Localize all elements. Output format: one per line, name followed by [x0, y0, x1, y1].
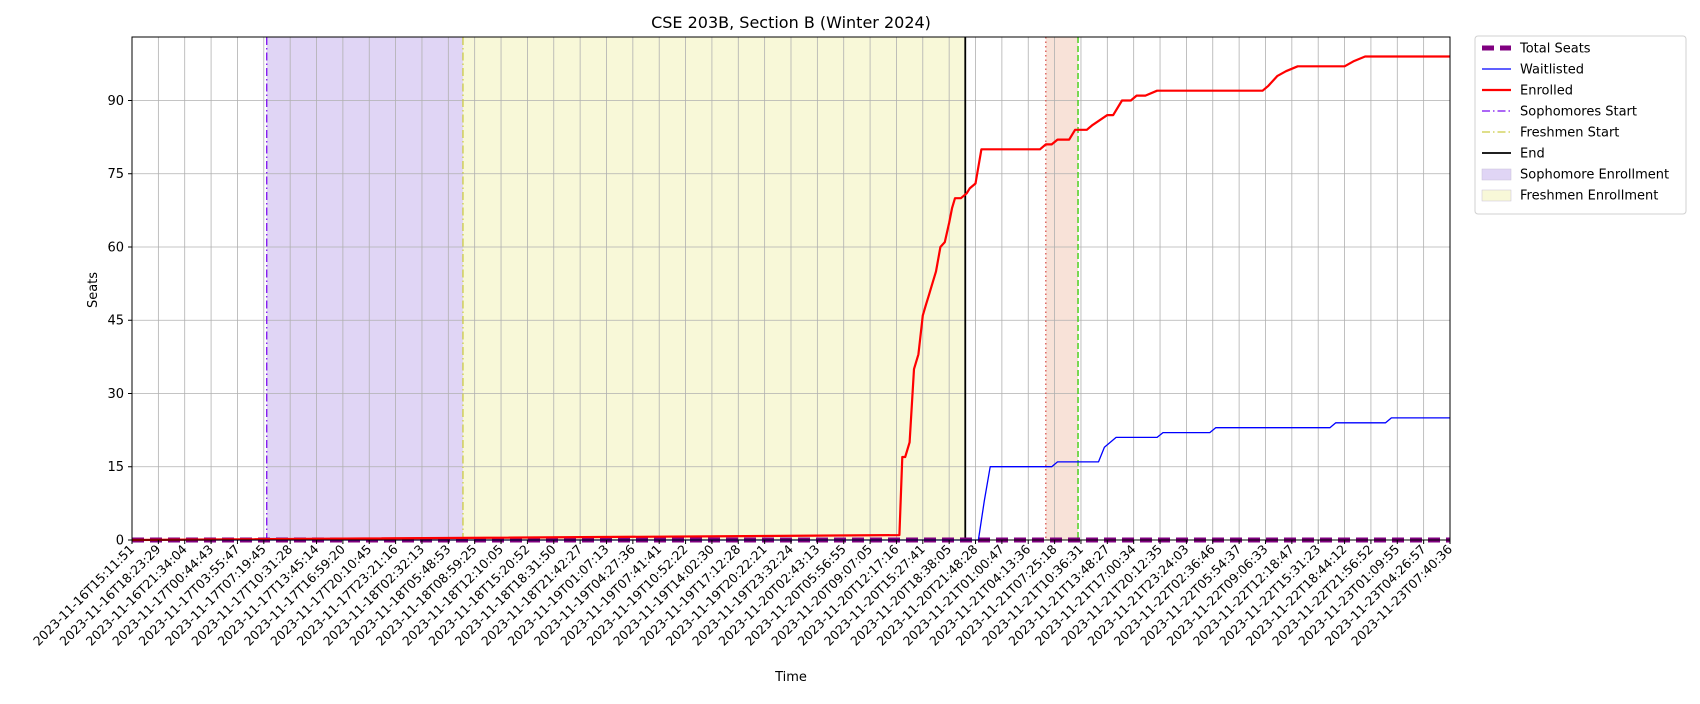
legend-label: Freshmen Start: [1520, 126, 1619, 141]
legend-label: Sophomores Start: [1520, 105, 1637, 120]
y-tick-label: 30: [107, 387, 124, 402]
legend-label: Total Seats: [1519, 42, 1591, 57]
legend-swatch: [1481, 168, 1512, 181]
legend-label: End: [1520, 147, 1545, 162]
legend-label: Sophomore Enrollment: [1520, 168, 1669, 183]
y-tick-label: 0: [116, 534, 124, 549]
chart-title: CSE 203B, Section B (Winter 2024): [651, 13, 931, 32]
span-freshmen-enrollment: [462, 37, 966, 540]
y-tick-label: 75: [107, 167, 124, 182]
grid-layer: [131, 37, 1451, 541]
y-tick-label: 45: [107, 314, 124, 329]
span-sophomore-enrollment: [266, 37, 463, 540]
legend-box: [1474, 35, 1687, 215]
legend-swatch: [1481, 189, 1512, 202]
legend: Total Seats Waitlisted Enrolled Sophomores …: [1474, 35, 1687, 215]
legend-label: Freshmen Enrollment: [1520, 189, 1658, 204]
series-enrolled: [131, 55, 1450, 542]
y-tick-label: 15: [107, 460, 124, 475]
axes-layer: 01530456075902023-11-16T15:11:512023-11-…: [30, 36, 1455, 649]
y-tick-label: 90: [107, 94, 124, 109]
spans-layer: [266, 37, 1079, 540]
legend-label: Enrolled: [1520, 84, 1573, 99]
x-axis-label: Time: [774, 670, 807, 685]
markers-layer: [266, 37, 1079, 540]
y-tick-label: 60: [107, 240, 124, 255]
legend-label: Waitlisted: [1520, 63, 1584, 78]
y-axis-label: Seats: [86, 272, 101, 308]
span-region-2: [1045, 37, 1079, 540]
series-waitlisted: [132, 417, 1450, 541]
